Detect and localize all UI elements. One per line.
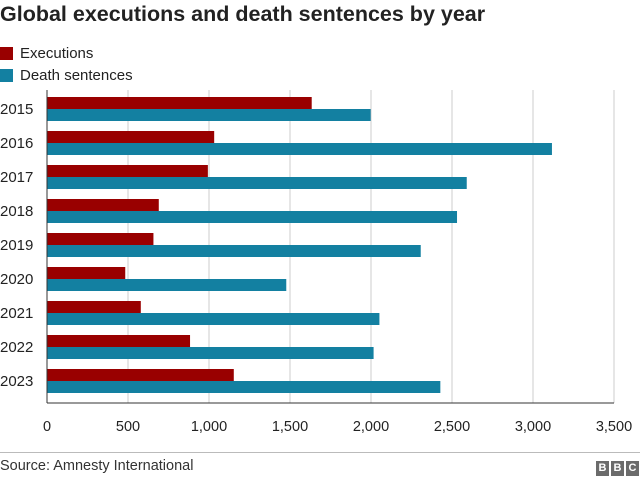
bar-executions-2015 <box>47 97 312 109</box>
bar-executions-2022 <box>47 335 191 347</box>
bar-death-sentences-2015 <box>47 109 371 121</box>
x-tick-label-500: 500 <box>116 419 140 435</box>
y-tick-label-2022: 2022 <box>0 339 33 356</box>
bar-executions-2023 <box>47 369 234 381</box>
bar-executions-2020 <box>47 267 126 279</box>
x-tick-label-2000: 2,000 <box>353 419 389 435</box>
x-tick-label-1000: 1,000 <box>191 419 227 435</box>
bar-death-sentences-2020 <box>47 279 287 291</box>
source-note: Source: Amnesty International <box>0 458 194 474</box>
y-tick-label-2020: 2020 <box>0 271 33 288</box>
bar-death-sentences-2021 <box>47 313 380 325</box>
y-tick-label-2017: 2017 <box>0 169 33 186</box>
logo-letter-b1: B <box>596 461 609 476</box>
bar-death-sentences-2017 <box>47 177 467 189</box>
y-tick-label-2023: 2023 <box>0 373 33 390</box>
x-tick-label-1500: 1,500 <box>272 419 308 435</box>
bar-death-sentences-2016 <box>47 143 552 155</box>
y-tick-label-2016: 2016 <box>0 135 33 152</box>
x-tick-label-0: 0 <box>43 419 51 435</box>
y-tick-label-2019: 2019 <box>0 237 33 254</box>
bar-executions-2019 <box>47 233 154 245</box>
bar-executions-2021 <box>47 301 141 313</box>
legend-swatch-executions <box>0 46 13 60</box>
bar-executions-2017 <box>47 165 208 177</box>
chart-title: Global executions and death sentences by… <box>0 2 486 26</box>
bbc-logo: B B C <box>596 461 639 476</box>
footer-divider <box>0 452 640 453</box>
bar-death-sentences-2018 <box>47 211 458 223</box>
bar-death-sentences-2022 <box>47 347 374 359</box>
bar-executions-2018 <box>47 199 159 211</box>
bar-executions-2016 <box>47 131 215 143</box>
bar-death-sentences-2023 <box>47 381 441 393</box>
bar-death-sentences-2019 <box>47 245 421 257</box>
x-tick-label-3000: 3,000 <box>515 419 551 435</box>
y-tick-label-2018: 2018 <box>0 203 33 220</box>
y-tick-label-2021: 2021 <box>0 305 33 322</box>
legend-label-executions: Executions <box>20 44 94 62</box>
logo-letter-c: C <box>626 461 639 476</box>
legend-item-death-sentences: Death sentences <box>0 64 133 86</box>
bar-chart: 0 500 1,000 1,500 2,000 2,500 3,000 3,500 2015 20… <box>0 90 632 435</box>
legend-item-executions: Executions <box>0 42 133 64</box>
y-tick-label-2015: 2015 <box>0 101 33 118</box>
x-tick-label-3500: 3,500 <box>596 419 632 435</box>
logo-letter-b2: B <box>611 461 624 476</box>
x-tick-label-2500: 2,500 <box>434 419 470 435</box>
legend: Executions Death sentences <box>0 42 133 86</box>
legend-label-death-sentences: Death sentences <box>20 66 133 84</box>
legend-swatch-death-sentences <box>0 68 13 82</box>
